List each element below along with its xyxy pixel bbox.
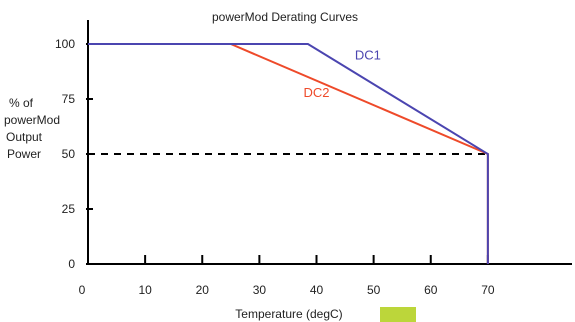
- series-label-dc1: DC1: [355, 47, 381, 62]
- x-tick-label-70: 70: [481, 283, 495, 297]
- y-tick-label-50: 50: [62, 147, 76, 161]
- y-tick-label-100: 100: [55, 37, 75, 51]
- y-tick-label-25: 25: [62, 202, 76, 216]
- chart-title: powerMod Derating Curves: [212, 10, 358, 24]
- x-axis-label: Temperature (degC): [235, 307, 342, 321]
- series-label-dc2: DC2: [303, 85, 329, 100]
- x-tick-label-40: 40: [310, 283, 324, 297]
- y-axis-label-line-1: % of: [9, 96, 34, 110]
- color-swatch: [380, 307, 416, 322]
- y-axis-label-line-2: powerMod: [4, 113, 60, 127]
- x-tick-label-30: 30: [253, 283, 267, 297]
- y-axis-label-line-4: Power: [7, 147, 41, 161]
- y-axis-label-line-3: Output: [6, 130, 43, 144]
- x-tick-label-50: 50: [367, 283, 381, 297]
- x-tick-label-0: 0: [79, 283, 86, 297]
- x-tick-label-20: 20: [196, 283, 210, 297]
- series-line-dc1: [88, 43, 489, 264]
- y-tick-label-75: 75: [62, 92, 76, 106]
- y-tick-label-0: 0: [68, 257, 75, 271]
- x-tick-label-60: 60: [424, 283, 438, 297]
- y-axis-label: % of powerMod Output Power: [4, 96, 60, 161]
- x-tick-label-10: 10: [138, 283, 152, 297]
